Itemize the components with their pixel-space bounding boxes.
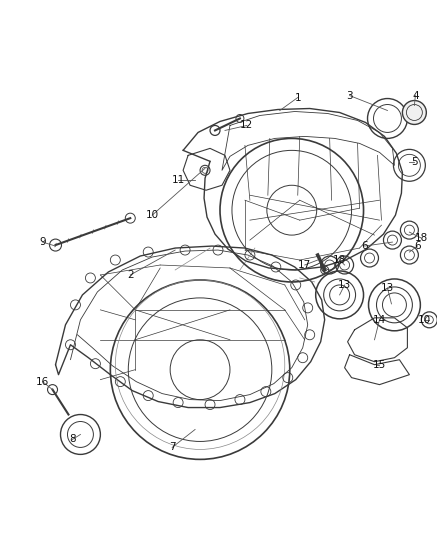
Text: 2: 2 <box>127 270 134 280</box>
Text: 4: 4 <box>412 91 419 101</box>
Text: 10: 10 <box>146 210 159 220</box>
Text: 18: 18 <box>333 255 346 265</box>
Text: 8: 8 <box>69 434 76 445</box>
Text: 6: 6 <box>414 241 420 251</box>
Text: 1: 1 <box>294 93 301 102</box>
Text: 17: 17 <box>298 260 311 270</box>
Text: 6: 6 <box>361 241 368 251</box>
Text: 7: 7 <box>169 442 176 453</box>
Circle shape <box>403 101 426 124</box>
Text: 5: 5 <box>411 157 418 167</box>
Text: 10: 10 <box>418 315 431 325</box>
Text: 16: 16 <box>36 377 49 386</box>
Text: 13: 13 <box>381 283 394 293</box>
Text: 13: 13 <box>338 280 351 290</box>
Text: 18: 18 <box>415 233 428 243</box>
Text: 3: 3 <box>346 91 353 101</box>
Text: 14: 14 <box>373 315 386 325</box>
Text: 12: 12 <box>240 120 254 131</box>
Text: 15: 15 <box>373 360 386 370</box>
Text: 9: 9 <box>39 237 46 247</box>
Text: 11: 11 <box>172 175 185 185</box>
